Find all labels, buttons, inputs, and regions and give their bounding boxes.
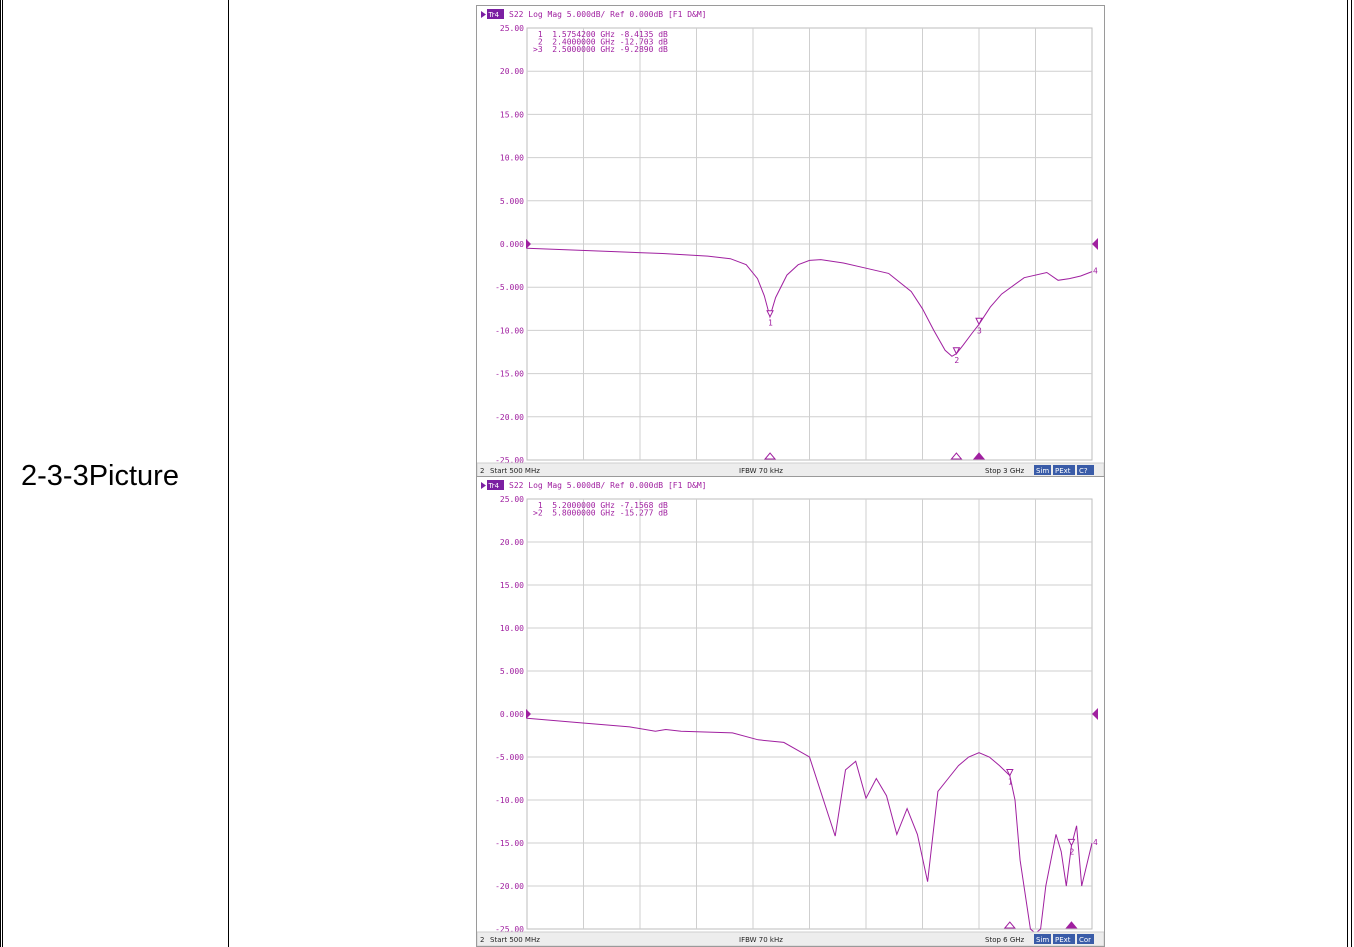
start-frequency: Start 500 MHz — [490, 936, 540, 944]
marker-readout-line: 2 2.4000000 GHz -12.703 dB — [533, 38, 668, 47]
marker-readout-line: >2 5.8000000 GHz -15.277 dB — [533, 509, 668, 518]
active-trace-arrow-icon — [481, 11, 486, 18]
y-tick-label: 25.00 — [500, 24, 524, 33]
trace-badge — [487, 9, 504, 19]
status-bar — [477, 931, 1104, 946]
table-border-left — [0, 0, 3, 947]
bottom-marker-icon — [1065, 921, 1078, 929]
status-button — [1053, 465, 1075, 475]
y-tick-label: 15.00 — [500, 110, 524, 119]
marker-readout-line: 1 1.5754200 GHz -8.4135 dB — [533, 30, 668, 39]
trace-marker-icon — [766, 310, 774, 318]
table-column-divider — [228, 0, 229, 947]
y-tick-label: -20.00 — [495, 882, 524, 891]
status-button — [1077, 934, 1094, 944]
trace-badge-label: Tr4 — [488, 482, 500, 490]
y-tick-label: 5.000 — [500, 667, 524, 676]
y-tick-label: -25.00 — [495, 456, 524, 465]
trace-marker-label: 4 — [1093, 267, 1098, 276]
status-button — [1034, 465, 1051, 475]
ifbw-label: IFBW 70 kHz — [739, 936, 783, 944]
channel-number: 2 — [480, 936, 484, 944]
trace-marker-label: 2 — [1069, 847, 1074, 856]
vna-screen-top: Tr4 S22 Log Mag 5.000dB/ Ref 0.000dB [F1 … — [476, 5, 1105, 478]
y-tick-label: 20.00 — [500, 67, 524, 76]
trace-marker-label: 1 — [768, 319, 773, 328]
trace-line — [526, 247, 1093, 357]
trace-badge-label: Tr4 — [488, 11, 500, 19]
status-bar — [477, 462, 1104, 477]
stop-frequency: Stop 3 GHz — [985, 467, 1025, 475]
y-tick-label: 15.00 — [500, 581, 524, 590]
status-button-label: Sim — [1036, 936, 1049, 944]
trace-marker-label: 1 — [1008, 778, 1013, 787]
y-tick-label: 25.00 — [500, 495, 524, 504]
y-tick-label: -15.00 — [495, 370, 524, 379]
y-tick-label: 10.00 — [500, 624, 524, 633]
bottom-marker-icon — [1003, 921, 1016, 929]
trace-badge — [487, 480, 504, 490]
bottom-marker-icon — [950, 452, 963, 460]
trace-marker-label: 3 — [977, 326, 982, 335]
vna-chart-bottom: Tr4 S22 Log Mag 5.000dB/ Ref 0.000dB [F1 … — [477, 480, 1104, 946]
y-tick-label: 10.00 — [500, 154, 524, 163]
trace-marker-label: 2 — [954, 356, 959, 365]
reference-right-icon — [1092, 708, 1098, 720]
ifbw-label: IFBW 70 kHz — [739, 467, 783, 475]
stop-frequency: Stop 6 GHz — [985, 936, 1025, 944]
y-tick-label: 0.000 — [500, 240, 524, 249]
trace-marker-icon — [1006, 769, 1014, 777]
bottom-marker-icon — [972, 452, 986, 460]
vna-chart-top: Tr4 S22 Log Mag 5.000dB/ Ref 0.000dB [F1 … — [477, 9, 1104, 477]
status-button-label: Cor — [1079, 936, 1091, 944]
trace-header: S22 Log Mag 5.000dB/ Ref 0.000dB [F1 D&M… — [509, 10, 706, 19]
y-tick-label: -15.00 — [495, 839, 524, 848]
status-button — [1053, 934, 1075, 944]
status-button — [1077, 465, 1094, 475]
y-tick-label: -20.00 — [495, 413, 524, 422]
status-button-label: Sim — [1036, 467, 1049, 475]
vna-screen-bottom: Tr4 S22 Log Mag 5.000dB/ Ref 0.000dB [F1 … — [476, 476, 1105, 947]
reference-left-icon — [526, 709, 531, 719]
trace-marker-icon — [952, 347, 961, 355]
status-button-label: C? — [1079, 467, 1088, 475]
status-button-label: PExt — [1055, 467, 1071, 475]
trace-header: S22 Log Mag 5.000dB/ Ref 0.000dB [F1 D&M… — [509, 481, 706, 490]
y-tick-label: -10.00 — [495, 326, 524, 335]
row-label: 2-3-3Picture — [21, 460, 179, 492]
y-tick-label: -10.00 — [495, 796, 524, 805]
trace-marker-icon — [975, 317, 983, 326]
bottom-marker-icon — [763, 452, 777, 460]
trace-marker-icon — [1067, 838, 1076, 847]
start-frequency: Start 500 MHz — [490, 467, 540, 475]
table-border-right — [1347, 0, 1352, 947]
channel-number: 2 — [480, 467, 484, 475]
trace-marker-label: 4 — [1093, 838, 1098, 847]
active-trace-arrow-icon — [481, 482, 486, 489]
marker-readout-line: >3 2.5000000 GHz -9.2890 dB — [533, 45, 668, 54]
y-tick-label: -25.00 — [495, 925, 524, 934]
y-tick-label: 5.000 — [500, 197, 524, 206]
y-tick-label: -5.000 — [495, 283, 524, 292]
trace-line — [526, 717, 1093, 934]
marker-readout-line: 1 5.2000000 GHz -7.1568 dB — [533, 501, 668, 510]
y-tick-label: 0.000 — [500, 710, 524, 719]
status-button-label: PExt — [1055, 936, 1071, 944]
reference-right-icon — [1092, 238, 1098, 250]
y-tick-label: -5.000 — [495, 753, 524, 762]
status-button — [1034, 934, 1051, 944]
y-tick-label: 20.00 — [500, 538, 524, 547]
reference-left-icon — [526, 239, 531, 249]
